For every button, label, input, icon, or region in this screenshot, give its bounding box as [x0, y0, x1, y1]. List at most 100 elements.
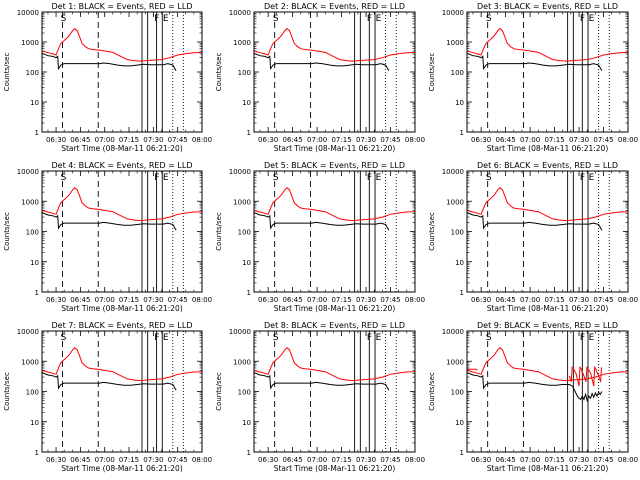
chart-title: Det 5: BLACK = Events, RED = LLD: [264, 161, 405, 170]
x-tick-label: 06:45: [70, 136, 90, 144]
y-tick-label: 10: [30, 419, 39, 427]
x-tick-label: 06:45: [283, 456, 303, 464]
x-tick-label: 07:00: [307, 136, 327, 144]
x-tick-label: 07:45: [380, 136, 400, 144]
x-tick-label: 07:30: [569, 296, 589, 304]
x-tick-label: 06:45: [70, 456, 90, 464]
flag-f: F: [367, 14, 372, 24]
x-axis-label: Start Time (08-Mar-11 06:21:20): [487, 144, 609, 153]
y-axis-label: Counts/sec: [428, 372, 436, 411]
series-events: [253, 52, 390, 72]
series-events: [41, 372, 177, 391]
x-tick-label: 06:30: [258, 296, 278, 304]
x-tick-label: 07:45: [593, 456, 613, 464]
x-tick-label: 07:00: [95, 136, 115, 144]
y-tick-label: 10000: [17, 168, 39, 176]
chart-panel-4: Det 4: BLACK = Events, RED = LLD Counts/s…: [3, 161, 212, 313]
flag-s: S: [273, 333, 279, 343]
x-tick-label: 06:30: [46, 136, 66, 144]
plot-frame: [466, 330, 629, 453]
y-tick-label: 100: [451, 389, 464, 397]
x-tick-label: 07:15: [119, 136, 139, 144]
x-tick-label: 06:45: [496, 456, 516, 464]
y-tick-label: 1: [247, 289, 251, 297]
x-tick-label: 07:00: [95, 456, 115, 464]
y-axis-label: Counts/sec: [215, 212, 223, 251]
x-tick-label: 06:45: [496, 136, 516, 144]
x-axis-label: Start Time (08-Mar-11 06:21:20): [274, 144, 396, 153]
series-lld: [253, 187, 416, 222]
y-tick-label: 1: [247, 129, 251, 137]
plot-frame: [41, 170, 203, 293]
x-tick-label: 07:00: [307, 296, 327, 304]
y-tick-label: 10000: [229, 9, 251, 17]
y-tick-label: 100: [451, 69, 464, 77]
y-tick-label: 1: [35, 289, 39, 297]
x-tick-label: 07:30: [569, 136, 589, 144]
plot-frame: [41, 330, 203, 453]
x-tick-label: 08:00: [618, 296, 638, 304]
x-tick-label: 08:00: [618, 136, 638, 144]
chart-title: Det 9: BLACK = Events, RED = LLD: [477, 321, 618, 330]
plot-frame: [253, 330, 416, 453]
x-tick-label: 07:30: [569, 456, 589, 464]
y-axis-label: Counts/sec: [215, 53, 223, 92]
x-tick-label: 07:00: [307, 456, 327, 464]
y-axis-label: Counts/sec: [215, 372, 223, 411]
flag-e: E: [376, 173, 382, 183]
x-tick-label: 06:45: [283, 136, 303, 144]
series-events: [253, 372, 390, 391]
x-tick-label: 07:30: [356, 456, 376, 464]
y-tick-label: 10: [242, 259, 251, 267]
flag-e: E: [589, 14, 595, 24]
y-tick-label: 1000: [233, 198, 251, 206]
x-tick-label: 06:30: [46, 456, 66, 464]
series-lld: [466, 187, 629, 222]
x-tick-label: 06:30: [471, 136, 491, 144]
chart-title: Det 3: BLACK = Events, RED = LLD: [477, 2, 618, 11]
x-tick-label: 07:15: [331, 296, 351, 304]
x-tick-label: 07:45: [168, 296, 188, 304]
chart-panel-3: Det 3: BLACK = Events, RED = LLD Counts/s…: [428, 2, 638, 153]
chart-title: Det 4: BLACK = Events, RED = LLD: [52, 161, 193, 170]
y-axis-label: Counts/sec: [428, 212, 436, 251]
flag-f: F: [367, 173, 372, 183]
x-tick-label: 06:30: [46, 296, 66, 304]
plot-frame: [466, 170, 629, 293]
series-lld: [41, 187, 203, 222]
x-tick-label: 06:30: [471, 296, 491, 304]
chart-title: Det 1: BLACK = Events, RED = LLD: [52, 2, 193, 11]
flag-f: F: [580, 173, 585, 183]
y-tick-label: 10: [30, 99, 39, 107]
y-tick-label: 1000: [446, 198, 464, 206]
chart-title: Det 8: BLACK = Events, RED = LLD: [264, 321, 405, 330]
flag-f: F: [154, 14, 159, 24]
x-tick-label: 07:15: [331, 136, 351, 144]
y-tick-label: 100: [238, 389, 251, 397]
flag-s: S: [486, 333, 492, 343]
x-tick-label: 07:00: [95, 296, 115, 304]
x-tick-label: 08:00: [618, 456, 638, 464]
flag-s: S: [273, 14, 279, 24]
plot-frame: [466, 11, 629, 133]
x-tick-label: 07:45: [380, 296, 400, 304]
y-tick-label: 1: [247, 449, 251, 457]
y-tick-label: 1000: [446, 39, 464, 47]
flag-s: S: [61, 14, 67, 24]
series-lld: [41, 347, 203, 382]
flag-f: F: [367, 333, 372, 343]
x-tick-label: 07:30: [356, 136, 376, 144]
series-lld-noise: [467, 368, 478, 371]
y-tick-label: 1000: [446, 358, 464, 366]
flag-e: E: [163, 173, 169, 183]
flag-s: S: [486, 173, 492, 183]
x-tick-label: 07:00: [520, 456, 540, 464]
flag-f: F: [580, 14, 585, 24]
x-axis-label: Start Time (08-Mar-11 06:21:20): [61, 464, 183, 473]
x-axis-label: Start Time (08-Mar-11 06:21:20): [274, 464, 396, 473]
chart-title: Det 6: BLACK = Events, RED = LLD: [477, 161, 618, 170]
x-axis-label: Start Time (08-Mar-11 06:21:20): [274, 304, 396, 313]
y-tick-label: 100: [26, 389, 39, 397]
x-axis-label: Start Time (08-Mar-11 06:21:20): [61, 304, 183, 313]
series-lld: [253, 347, 416, 382]
